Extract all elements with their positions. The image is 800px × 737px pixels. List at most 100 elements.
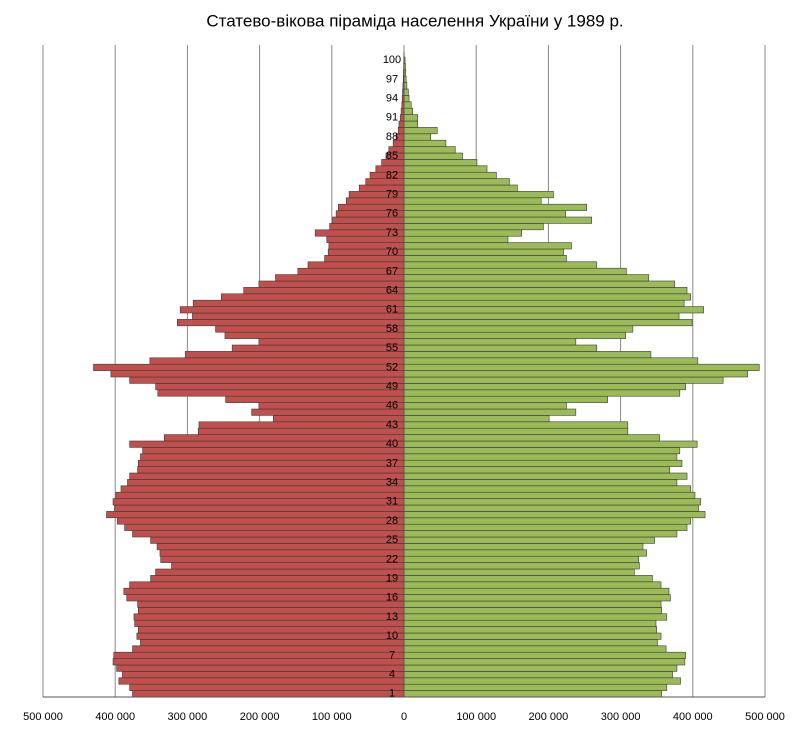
bar	[403, 440, 698, 448]
bar	[403, 88, 409, 96]
bar	[231, 344, 405, 352]
bar	[403, 511, 706, 519]
bar	[403, 274, 650, 282]
bar	[403, 421, 629, 429]
bar	[159, 549, 405, 557]
bar	[403, 331, 626, 339]
bar	[403, 427, 629, 435]
x-tick-label: 300 000	[601, 711, 641, 723]
bar	[403, 575, 653, 583]
y-tick-label: 91	[386, 112, 398, 124]
bar	[243, 287, 405, 295]
bar	[403, 613, 668, 621]
bar	[403, 114, 419, 122]
bar	[403, 523, 688, 531]
y-tick-label: 97	[386, 73, 398, 85]
bar	[403, 683, 668, 691]
y-tick-label: 64	[386, 285, 398, 297]
y-tick-label: 67	[386, 265, 398, 277]
bar	[403, 498, 702, 506]
bar	[403, 395, 608, 403]
y-tick-label: 88	[386, 131, 398, 143]
bar	[115, 491, 405, 499]
chart-title: Статево-вікова піраміда населення Україн…	[206, 11, 623, 30]
bar	[403, 408, 577, 416]
bar	[403, 594, 671, 602]
bar	[403, 517, 691, 525]
bar	[403, 555, 639, 563]
bar	[403, 491, 696, 499]
bar	[403, 415, 550, 423]
bar	[403, 562, 640, 570]
y-tick-label: 40	[386, 438, 398, 450]
bar	[403, 255, 567, 263]
y-tick-label: 25	[386, 534, 398, 546]
bar	[403, 344, 598, 352]
bar	[133, 613, 405, 621]
bar	[110, 370, 405, 378]
bar	[403, 261, 598, 269]
bar	[403, 319, 693, 327]
y-tick-label: 10	[386, 630, 398, 642]
y-tick-label: 19	[386, 573, 398, 585]
bar	[403, 434, 660, 442]
bar	[403, 389, 681, 397]
bar	[275, 274, 405, 282]
bar	[140, 453, 405, 461]
bar	[403, 581, 662, 589]
bar	[140, 639, 405, 647]
bar	[403, 171, 497, 179]
bar	[403, 472, 688, 480]
bar	[403, 671, 673, 679]
bar	[156, 543, 405, 551]
bar	[403, 447, 681, 455]
x-tick-label: 100 000	[456, 711, 496, 723]
bar	[123, 587, 405, 595]
bar	[403, 184, 518, 192]
bar	[225, 395, 405, 403]
y-tick-label: 22	[386, 553, 398, 565]
y-tick-label: 13	[386, 611, 398, 623]
y-tick-label: 4	[389, 669, 395, 681]
x-tick-label: 0	[401, 711, 407, 723]
bar	[403, 325, 634, 333]
bar	[150, 536, 405, 544]
bar	[403, 133, 432, 141]
bar	[403, 651, 686, 659]
bar	[403, 197, 542, 205]
bar	[126, 594, 405, 602]
bar	[215, 325, 405, 333]
bar	[157, 389, 405, 397]
bar	[403, 120, 419, 128]
bar	[403, 543, 644, 551]
bar	[403, 485, 691, 493]
bar	[403, 223, 544, 231]
bar	[403, 626, 657, 634]
x-tick-label: 300 000	[168, 711, 208, 723]
bar	[129, 472, 405, 480]
bar	[403, 549, 647, 557]
bar	[403, 402, 567, 410]
bar	[160, 555, 405, 563]
x-tick-label: 200 000	[240, 711, 280, 723]
x-tick-label: 100 000	[312, 711, 352, 723]
bar	[403, 242, 572, 250]
x-tick-label: 400 000	[673, 711, 713, 723]
bar	[132, 645, 405, 653]
x-tick-label: 200 000	[529, 711, 569, 723]
bar	[118, 677, 405, 685]
bar	[192, 312, 405, 320]
bar	[106, 511, 405, 519]
bar	[138, 607, 405, 615]
bar	[198, 421, 405, 429]
bar	[403, 178, 510, 186]
bar	[142, 447, 405, 455]
bar	[251, 408, 405, 416]
y-tick-label: 46	[386, 400, 398, 412]
y-tick-label: 28	[386, 515, 398, 527]
bar	[403, 146, 456, 154]
bar	[224, 331, 405, 339]
bar	[403, 165, 488, 173]
bar	[403, 357, 699, 365]
